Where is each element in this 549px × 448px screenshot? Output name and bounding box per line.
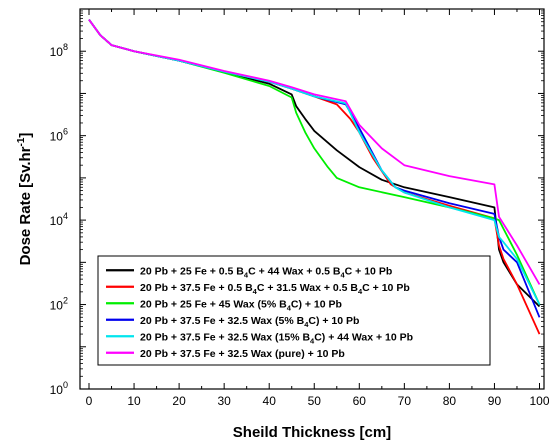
legend-entry: 20 Pb + 37.5 Fe + 32.5 Wax (15% B4C) + 4…	[140, 331, 413, 345]
plot-frame	[79, 8, 545, 390]
ticks-group	[80, 8, 544, 390]
x-axis-title: Sheild Thickness [cm]	[233, 424, 391, 441]
x-tick-label: 40	[263, 394, 277, 408]
x-tick-label: 60	[353, 394, 367, 408]
y-tick-label: 104	[50, 211, 68, 228]
x-tick-label: 30	[217, 394, 231, 408]
y-tick-label: 102	[50, 296, 68, 313]
y-axis-title: Dose Rate [Sv.hr-1]	[16, 133, 34, 266]
x-tick-label: 100	[529, 394, 549, 408]
legend-entry: 20 Pb + 37.5 Fe + 32.5 Wax (pure) + 10 P…	[140, 348, 345, 360]
y-tick-label: 100	[50, 380, 68, 397]
legend-entry: 20 Pb + 37.5 Fe + 0.5 B4C + 31.5 Wax + 0…	[140, 282, 410, 296]
legend-entry: 20 Pb + 25 Fe + 45 Wax (5% B4C) + 10 Pb	[140, 298, 342, 312]
series-group	[88, 19, 541, 335]
y-tick-labels: 100 102 104 106 108	[50, 42, 68, 397]
legend-entry: 20 Pb + 25 Fe + 0.5 B4C + 44 Wax + 0.5 B…	[140, 265, 392, 279]
x-tick-label: 50	[308, 394, 322, 408]
legend-box	[97, 255, 491, 366]
legend: 20 Pb + 25 Fe + 0.5 B4C + 44 Wax + 0.5 B…	[97, 255, 491, 366]
series-line-6	[88, 19, 541, 285]
legend-entry: 20 Pb + 37.5 Fe + 32.5 Wax (5% B4C) + 10…	[140, 315, 359, 329]
x-tick-label: 10	[127, 394, 141, 408]
x-tick-label: 80	[443, 394, 457, 408]
y-tick-label: 108	[50, 42, 68, 59]
x-tick-label: 20	[172, 394, 186, 408]
x-tick-label: 90	[488, 394, 502, 408]
x-tick-labels: 0 10 20 30 40 50 60 70 80 90 100	[86, 394, 549, 408]
x-tick-label: 0	[86, 394, 93, 408]
y-tick-label: 106	[50, 127, 68, 144]
x-tick-label: 70	[398, 394, 412, 408]
